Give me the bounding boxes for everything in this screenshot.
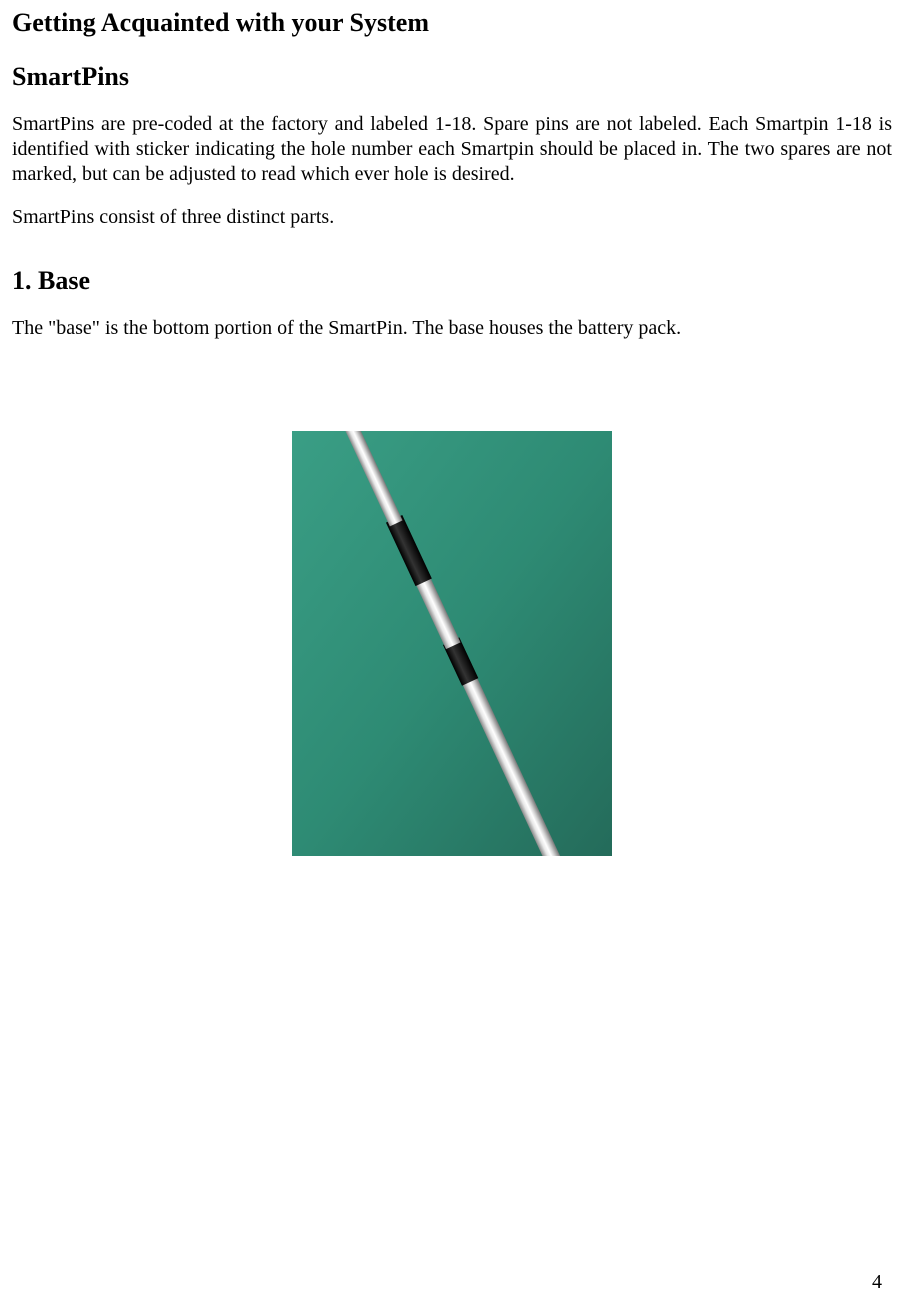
- paragraph-parts: SmartPins consist of three distinct part…: [12, 205, 892, 230]
- paragraph-intro: SmartPins are pre-coded at the factory a…: [12, 112, 892, 187]
- page-title: Getting Acquainted with your System: [12, 8, 892, 38]
- image-container: [12, 431, 892, 856]
- page-number: 4: [872, 1271, 882, 1294]
- smartpin-base-photo: [292, 431, 612, 856]
- section-heading-base: 1. Base: [12, 266, 892, 296]
- paragraph-base: The "base" is the bottom portion of the …: [12, 316, 892, 341]
- subheading-smartpins: SmartPins: [12, 62, 892, 92]
